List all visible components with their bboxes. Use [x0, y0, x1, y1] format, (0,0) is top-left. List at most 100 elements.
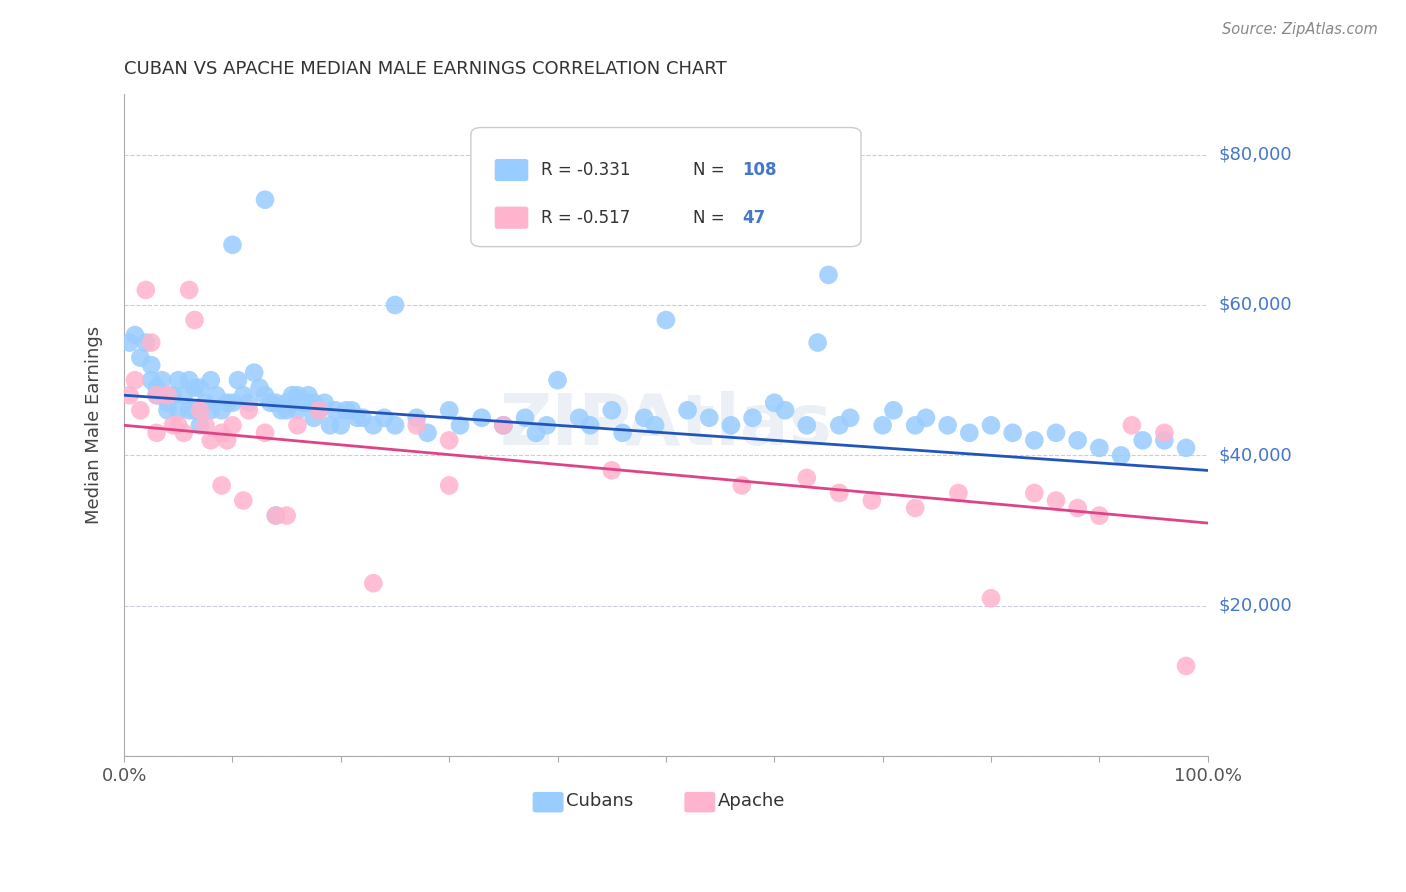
Point — [135, 335, 157, 350]
Point — [145, 388, 167, 402]
Point — [167, 418, 190, 433]
Point — [882, 403, 904, 417]
Point — [915, 410, 938, 425]
Point — [373, 410, 395, 425]
Point — [194, 396, 217, 410]
Point — [655, 313, 678, 327]
Point — [173, 388, 195, 402]
Text: $60,000: $60,000 — [1219, 296, 1292, 314]
Point — [217, 396, 239, 410]
Point — [1066, 501, 1088, 516]
Point — [173, 425, 195, 440]
Point — [281, 388, 304, 402]
Text: Cubans: Cubans — [567, 792, 634, 810]
Point — [200, 434, 222, 448]
Point — [796, 418, 818, 433]
Y-axis label: Median Male Earnings: Median Male Earnings — [86, 326, 103, 524]
Point — [232, 388, 254, 402]
Point — [1001, 425, 1024, 440]
Point — [741, 410, 763, 425]
Text: CUBAN VS APACHE MEDIAN MALE EARNINGS CORRELATION CHART: CUBAN VS APACHE MEDIAN MALE EARNINGS COR… — [124, 60, 727, 78]
Point — [200, 373, 222, 387]
Point — [839, 410, 862, 425]
Point — [141, 373, 163, 387]
Point — [118, 335, 141, 350]
Point — [276, 396, 298, 410]
FancyBboxPatch shape — [495, 159, 529, 181]
Point — [297, 396, 319, 410]
Point — [325, 403, 347, 417]
Point — [720, 418, 742, 433]
Point — [141, 358, 163, 372]
Point — [221, 396, 243, 410]
Point — [291, 396, 314, 410]
Point — [211, 403, 233, 417]
Text: R = -0.517: R = -0.517 — [541, 209, 630, 227]
Point — [145, 388, 167, 402]
Point — [1066, 434, 1088, 448]
Point — [287, 418, 309, 433]
Point — [568, 410, 591, 425]
Point — [600, 403, 623, 417]
Point — [1153, 434, 1175, 448]
Point — [221, 237, 243, 252]
Point — [600, 463, 623, 477]
Point — [872, 418, 894, 433]
Point — [352, 410, 374, 425]
Point — [221, 418, 243, 433]
Point — [1088, 441, 1111, 455]
Point — [633, 410, 655, 425]
Point — [179, 283, 201, 297]
Text: N =: N = — [693, 209, 735, 227]
Point — [860, 493, 883, 508]
Point — [513, 410, 536, 425]
Point — [817, 268, 839, 282]
Point — [980, 418, 1002, 433]
Point — [1153, 425, 1175, 440]
Point — [156, 403, 179, 417]
Point — [763, 396, 786, 410]
Point — [200, 403, 222, 417]
Point — [904, 501, 927, 516]
Point — [211, 425, 233, 440]
Point — [319, 418, 342, 433]
Point — [980, 591, 1002, 606]
Point — [188, 418, 211, 433]
FancyBboxPatch shape — [495, 207, 529, 228]
Point — [405, 410, 427, 425]
Point — [492, 418, 515, 433]
Point — [437, 478, 460, 492]
Text: 47: 47 — [742, 209, 765, 227]
Point — [188, 381, 211, 395]
Point — [405, 418, 427, 433]
FancyBboxPatch shape — [533, 792, 564, 813]
Point — [226, 373, 249, 387]
Point — [384, 298, 406, 312]
Point — [183, 403, 205, 417]
Point — [1045, 493, 1067, 508]
Point — [340, 403, 363, 417]
Text: $40,000: $40,000 — [1219, 446, 1292, 465]
FancyBboxPatch shape — [685, 792, 716, 813]
Point — [141, 335, 163, 350]
Point — [287, 403, 309, 417]
Point — [156, 396, 179, 410]
Point — [904, 418, 927, 433]
Point — [302, 396, 325, 410]
Point — [264, 508, 287, 523]
Point — [773, 403, 796, 417]
Point — [807, 335, 830, 350]
Point — [1045, 425, 1067, 440]
Point — [129, 351, 152, 365]
Point — [270, 403, 292, 417]
Point — [162, 418, 184, 433]
Point — [124, 328, 146, 343]
Point — [205, 388, 228, 402]
Point — [179, 373, 201, 387]
Point — [259, 396, 281, 410]
Point — [135, 283, 157, 297]
Point — [264, 396, 287, 410]
Text: Apache: Apache — [718, 792, 786, 810]
Point — [249, 381, 271, 395]
Text: R = -0.331: R = -0.331 — [541, 161, 631, 179]
